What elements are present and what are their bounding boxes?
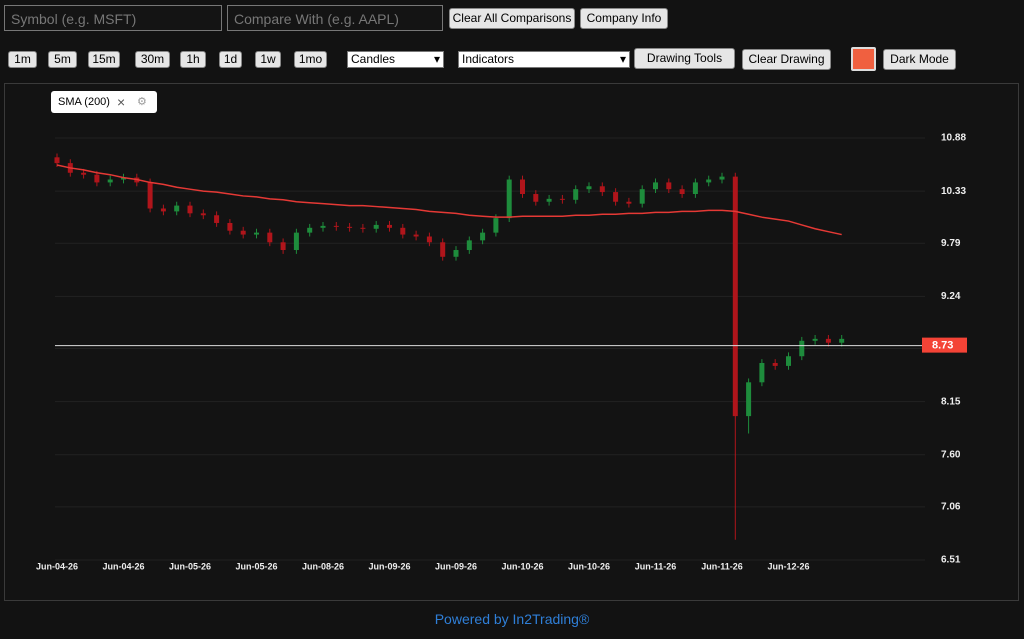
clear-comparisons-button[interactable]: Clear All Comparisons (449, 8, 575, 29)
settings-icon[interactable]: ⚙ (137, 96, 147, 108)
indicator-name: SMA (200) (58, 96, 110, 108)
chart-panel: SMA (200) × ⚙ (4, 83, 1019, 601)
interval-button[interactable]: 1m (8, 51, 37, 68)
drawing-tools-button[interactable]: Drawing Tools (634, 48, 735, 69)
interval-button[interactable]: 1w (255, 51, 281, 68)
dark-mode-button[interactable]: Dark Mode (883, 49, 956, 70)
symbol-input[interactable]: Symbol (e.g. MSFT) (4, 5, 222, 31)
company-info-button[interactable]: Company Info (580, 8, 668, 29)
chart-style-select[interactable]: Candles (347, 51, 444, 68)
interval-button[interactable]: 1mo (294, 51, 327, 68)
interval-button[interactable]: 1d (219, 51, 242, 68)
compare-input[interactable]: Compare With (e.g. AAPL) (227, 5, 443, 31)
indicator-tag[interactable]: SMA (200) × ⚙ (51, 91, 157, 113)
footer: Powered by In2Trading® (434, 611, 590, 627)
interval-button[interactable]: 1h (180, 51, 206, 68)
indicators-select[interactable]: Indicators (458, 51, 630, 68)
interval-button[interactable]: 5m (48, 51, 77, 68)
interval-button[interactable]: 30m (135, 51, 170, 68)
clear-drawing-button[interactable]: Clear Drawing (742, 49, 831, 70)
remove-icon[interactable]: × (117, 94, 126, 110)
interval-button[interactable]: 15m (88, 51, 120, 68)
color-picker[interactable] (851, 47, 876, 71)
